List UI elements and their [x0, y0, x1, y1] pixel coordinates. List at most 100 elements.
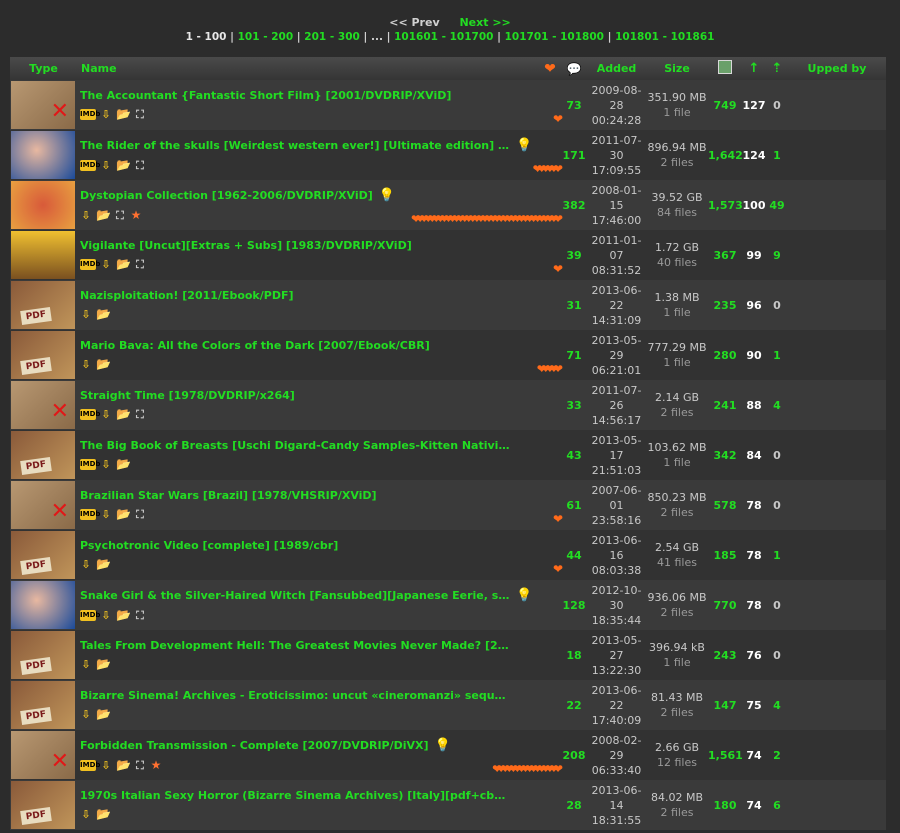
seeders-count[interactable]: 84 — [746, 448, 762, 462]
network-icon[interactable]: ⛶ — [136, 758, 144, 772]
seeders-count[interactable]: 78 — [746, 498, 762, 512]
comments-count[interactable]: 128 — [562, 598, 586, 612]
ebook-type-icon[interactable]: PDF — [11, 531, 75, 579]
download-icon[interactable]: ⇩ — [101, 457, 111, 471]
page-range-link[interactable]: 101801 - 101861 — [615, 31, 715, 43]
comments-count[interactable]: 61 — [566, 498, 582, 512]
imdb-badge-icon[interactable]: IMDb — [80, 108, 101, 120]
network-icon[interactable]: ⛶ — [136, 257, 144, 271]
movie-type-icon[interactable] — [11, 181, 75, 229]
seeders-count[interactable]: 88 — [746, 398, 762, 412]
comments-count[interactable]: 31 — [566, 298, 582, 312]
network-icon[interactable]: ⛶ — [136, 107, 144, 121]
seeders-count[interactable]: 78 — [746, 548, 762, 562]
movie-type-icon[interactable] — [11, 131, 75, 179]
next-link[interactable]: Next >> — [459, 16, 511, 29]
col-comments[interactable]: 💬 — [561, 57, 587, 80]
file-count-link[interactable]: 84 files — [657, 206, 697, 219]
ebook-type-icon[interactable]: PDF — [11, 431, 75, 479]
imdb-badge-icon[interactable]: IMDb — [80, 159, 101, 171]
seeders-count[interactable]: 124 — [742, 148, 766, 162]
leechers-count[interactable]: 4 — [773, 398, 781, 412]
file-count-link[interactable]: 2 files — [660, 806, 694, 819]
folder-icon[interactable]: 📂 — [96, 356, 111, 371]
network-icon[interactable]: ⛶ — [136, 507, 144, 521]
col-type[interactable]: Type — [29, 62, 58, 75]
download-icon[interactable]: ⇩ — [81, 807, 91, 821]
seeders-count[interactable]: 75 — [746, 698, 762, 712]
col-upped-by[interactable]: Upped by — [807, 62, 867, 75]
seeders-count[interactable]: 78 — [746, 598, 762, 612]
imdb-badge-icon[interactable]: IMDb — [80, 508, 101, 520]
download-icon[interactable]: ⇩ — [101, 608, 111, 622]
leechers-count[interactable]: 49 — [769, 198, 785, 212]
torrent-title-link[interactable]: Brazilian Star Wars [Brazil] [1978/VHSRI… — [80, 489, 377, 503]
seeders-count[interactable]: 96 — [746, 298, 762, 312]
torrent-title-link[interactable]: Snake Girl & the Silver-Haired Witch [Fa… — [80, 589, 510, 602]
col-seeders[interactable]: ↑ — [742, 57, 766, 80]
seeders-count[interactable]: 100 — [742, 198, 766, 212]
leechers-count[interactable]: 0 — [773, 298, 781, 312]
movie-type-icon[interactable]: ✕ — [11, 731, 75, 779]
file-count-link[interactable]: 40 files — [657, 256, 697, 269]
file-count-link[interactable]: 2 files — [660, 156, 694, 169]
page-range-link[interactable]: 101701 - 101800 — [504, 31, 604, 43]
torrent-title-link[interactable]: Bizarre Sinema! Archives - Eroticissimo:… — [80, 689, 510, 703]
network-icon[interactable]: ⛶ — [136, 608, 144, 622]
comments-count[interactable]: 171 — [562, 148, 586, 162]
folder-icon[interactable]: 📂 — [116, 506, 131, 521]
folder-icon[interactable]: 📂 — [116, 106, 131, 121]
torrent-title-link[interactable]: Tales From Development Hell: The Greates… — [80, 639, 510, 653]
comments-count[interactable]: 73 — [566, 98, 582, 112]
file-count-link[interactable]: 1 file — [663, 456, 691, 469]
leechers-count[interactable]: 0 — [773, 648, 781, 662]
leechers-count[interactable]: 6 — [773, 798, 781, 812]
folder-icon[interactable]: 📂 — [116, 456, 131, 471]
download-icon[interactable]: ⇩ — [101, 107, 111, 121]
folder-icon[interactable]: 📂 — [96, 207, 111, 222]
file-count-link[interactable]: 1 file — [663, 106, 691, 119]
col-name[interactable]: Name — [81, 62, 117, 75]
torrent-title-link[interactable]: 1970s Italian Sexy Horror (Bizarre Sinem… — [80, 789, 510, 803]
movie-type-icon[interactable] — [11, 581, 75, 629]
file-count-link[interactable]: 12 files — [657, 756, 697, 769]
download-icon[interactable]: ⇩ — [101, 257, 111, 271]
leechers-count[interactable]: 2 — [773, 748, 781, 762]
leechers-count[interactable]: 1 — [773, 148, 781, 162]
imdb-badge-icon[interactable]: IMDb — [80, 408, 101, 420]
col-hearts[interactable]: ❤ — [539, 57, 561, 80]
folder-icon[interactable]: 📂 — [96, 656, 111, 671]
download-icon[interactable]: ⇩ — [81, 707, 91, 721]
comments-count[interactable]: 22 — [566, 698, 582, 712]
comments-count[interactable]: 43 — [566, 448, 582, 462]
folder-icon[interactable]: 📂 — [96, 706, 111, 721]
imdb-badge-icon[interactable]: IMDb — [80, 609, 101, 621]
download-icon[interactable]: ⇩ — [81, 657, 91, 671]
torrent-title-link[interactable]: Vigilante [Uncut][Extras + Subs] [1983/D… — [80, 239, 412, 253]
col-size[interactable]: Size — [664, 62, 690, 75]
file-count-link[interactable]: 41 files — [657, 556, 697, 569]
file-count-link[interactable]: 2 files — [660, 706, 694, 719]
ebook-type-icon[interactable]: PDF — [11, 281, 75, 329]
folder-icon[interactable]: 📂 — [96, 306, 111, 321]
torrent-title-link[interactable]: The Big Book of Breasts [Uschi Digard-Ca… — [80, 439, 510, 453]
leechers-count[interactable]: 0 — [773, 598, 781, 612]
download-icon[interactable]: ⇩ — [81, 357, 91, 371]
network-icon[interactable]: ⛶ — [136, 407, 144, 421]
torrent-title-link[interactable]: Dystopian Collection [1962-2006/DVDRIP/X… — [80, 189, 373, 202]
leechers-count[interactable]: 1 — [773, 548, 781, 562]
leechers-count[interactable]: 0 — [773, 98, 781, 112]
ebook-type-icon[interactable]: PDF — [11, 331, 75, 379]
col-leechers[interactable]: ⇡ — [766, 57, 788, 80]
torrent-title-link[interactable]: Psychotronic Video [complete] [1989/cbr] — [80, 539, 339, 553]
torrent-title-link[interactable]: Straight Time [1978/DVDRIP/x264] — [80, 389, 295, 403]
download-icon[interactable]: ⇩ — [81, 557, 91, 571]
download-icon[interactable]: ⇩ — [101, 407, 111, 421]
torrent-title-link[interactable]: Mario Bava: All the Colors of the Dark [… — [80, 339, 430, 353]
download-icon[interactable]: ⇩ — [81, 208, 91, 222]
comments-count[interactable]: 33 — [566, 398, 582, 412]
prev-link[interactable]: << Prev — [389, 16, 440, 29]
seeders-count[interactable]: 74 — [746, 748, 762, 762]
movie-type-icon[interactable]: ✕ — [11, 81, 75, 129]
folder-icon[interactable]: 📂 — [96, 806, 111, 821]
